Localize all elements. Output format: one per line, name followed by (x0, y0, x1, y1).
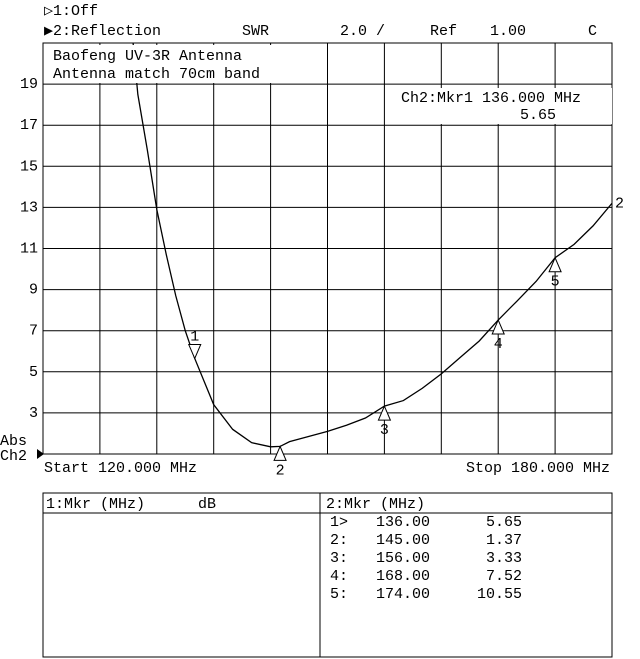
annotation-bg (50, 45, 290, 83)
marker-frequency: 168.00 (376, 568, 430, 585)
y-tick-label: 15 (20, 158, 38, 175)
table-header: dB (198, 496, 216, 513)
marker (491, 318, 505, 335)
y-tick-label: 9 (29, 282, 38, 299)
ref-arrow (37, 449, 44, 459)
readout-bg (398, 88, 612, 124)
marker-frequency: 145.00 (376, 532, 430, 549)
marker-swr: 3.33 (486, 550, 522, 567)
marker-label: 1 (190, 328, 199, 345)
marker (187, 343, 202, 360)
marker-swr: 7.52 (486, 568, 522, 585)
marker-swr: 10.55 (477, 586, 522, 603)
annotation: Antenna match 70cm band (53, 66, 260, 83)
abs-label: Abs (0, 433, 27, 450)
stop-frequency: Stop 180.000 MHz (466, 460, 610, 477)
table-header: 1:Mkr (MHz) (46, 496, 145, 513)
scale: 2.0 / (340, 23, 385, 40)
start-frequency: Start 120.000 MHz (44, 460, 197, 477)
mode: C (588, 23, 597, 40)
marker-index: 5: (330, 586, 348, 603)
marker-label: 3 (380, 422, 389, 439)
marker (548, 256, 562, 273)
marker-label: 5 (551, 274, 560, 291)
ref-value: 1.00 (490, 23, 526, 40)
marker-value: 5.65 (520, 107, 556, 124)
marker-index: 4: (330, 568, 348, 585)
marker-swr: 1.37 (486, 532, 522, 549)
marker-readout: Ch2:Mkr1 136.000 MHz (401, 90, 581, 107)
marker-index: 2: (330, 532, 348, 549)
annotation: Baofeng UV-3R Antenna (53, 48, 242, 65)
marker-frequency: 136.00 (376, 514, 430, 531)
y-tick-label: 3 (29, 405, 38, 422)
marker-frequency: 156.00 (376, 550, 430, 567)
y-tick-label: 5 (29, 364, 38, 381)
marker-index: 3: (330, 550, 348, 567)
ref-label: Ref (430, 23, 457, 40)
y-tick-label: 17 (20, 117, 38, 134)
marker-swr: 5.65 (486, 514, 522, 531)
marker (377, 404, 392, 421)
marker-label: 4 (494, 336, 503, 353)
table-frame (42, 492, 613, 658)
table-rows: 1> 136.00 5.65 2: 145.00 1.37 3: 156.00 3.33 4: 16… (330, 514, 522, 603)
channel1-status: ▷1:Off (44, 3, 98, 20)
trace (132, 43, 612, 448)
marker (273, 445, 287, 461)
trace-label: 2 (615, 195, 624, 212)
format: SWR (242, 23, 269, 40)
marker-index: 1> (330, 514, 348, 531)
channel-label: Ch2 (0, 448, 27, 465)
y-tick-label: 11 (20, 240, 38, 257)
table-header: 2:Mkr (MHz) (326, 496, 425, 513)
y-tick-label: 19 (20, 76, 38, 93)
marker-frequency: 174.00 (376, 586, 430, 603)
channel2-status: ▶2:Reflection (44, 23, 161, 40)
y-tick-label: 13 (20, 199, 38, 216)
y-tick-label: 7 (29, 323, 38, 340)
marker-label: 2 (276, 462, 285, 479)
